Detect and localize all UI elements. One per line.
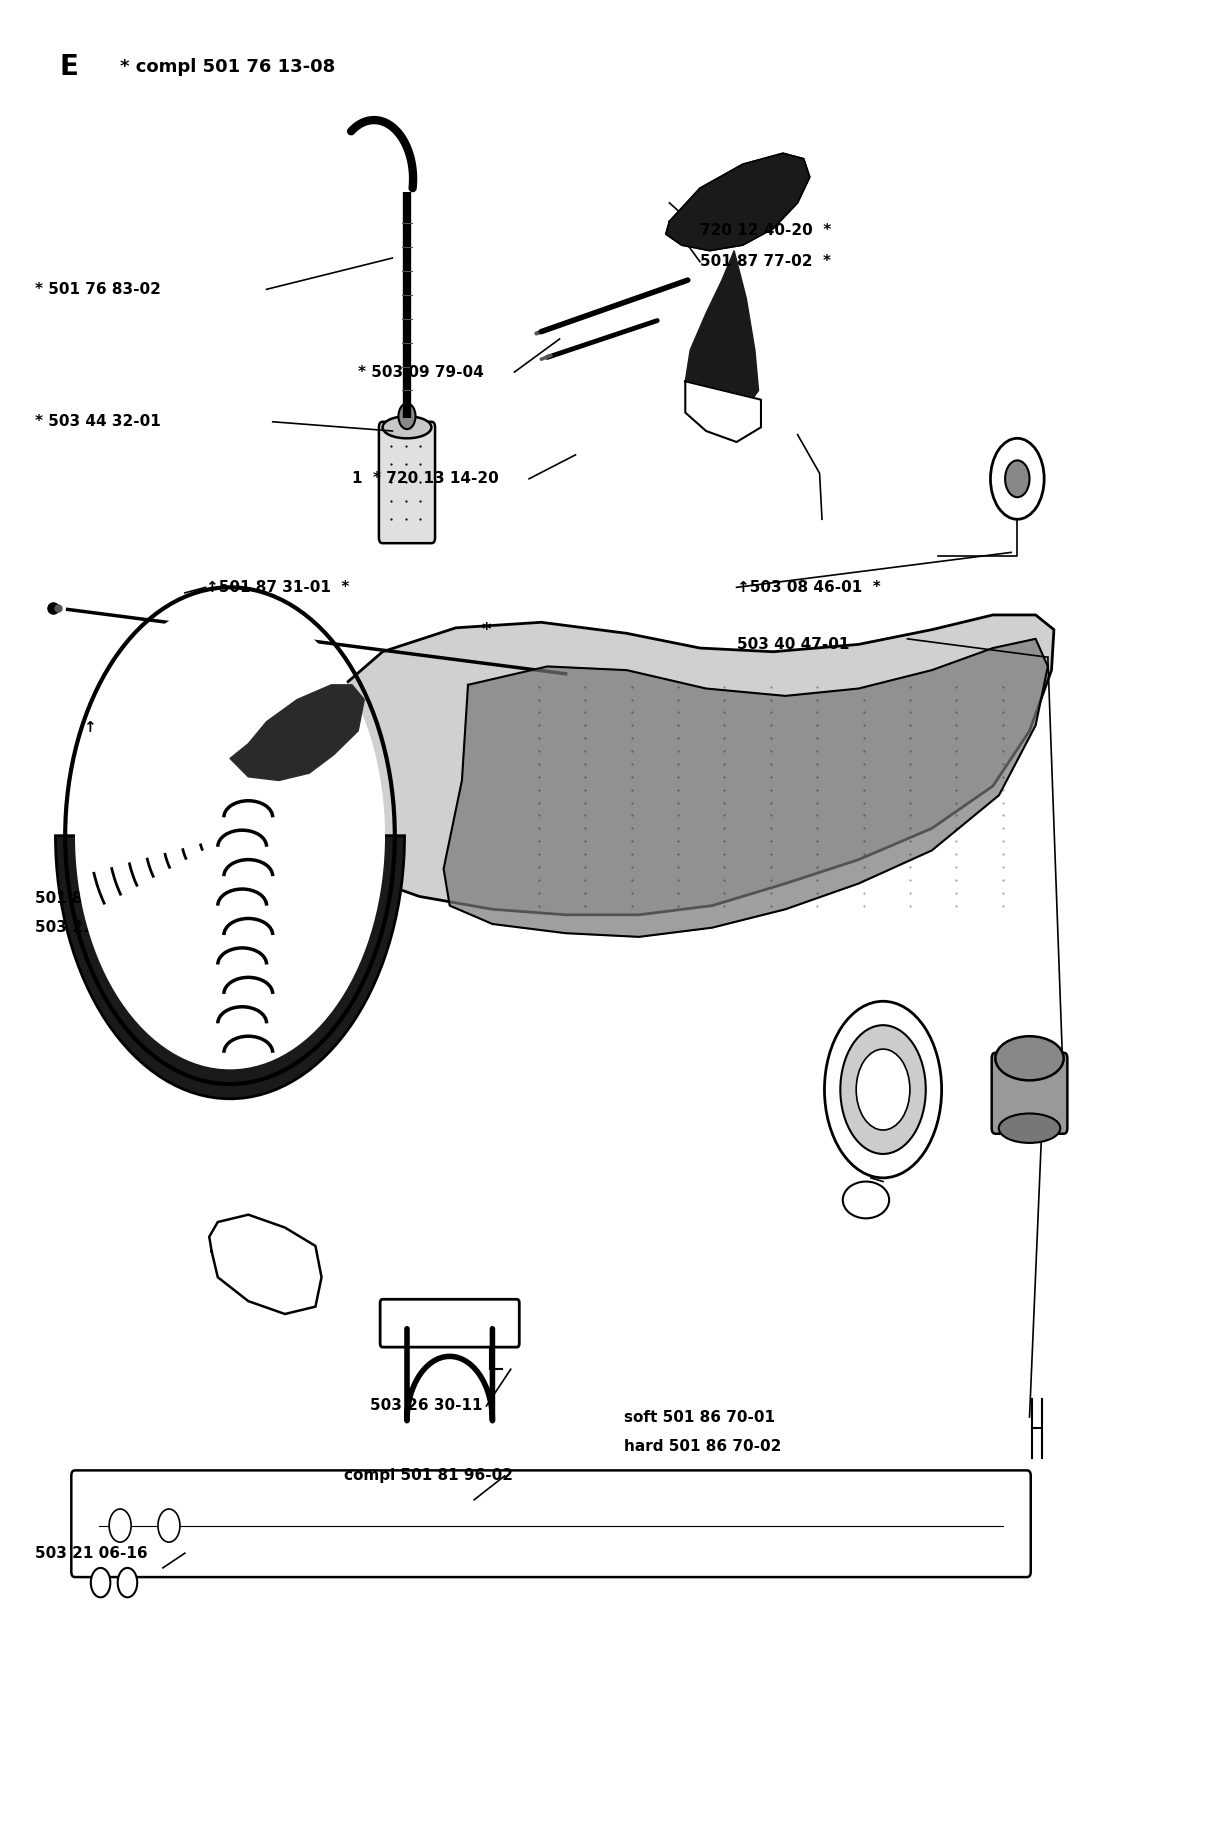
Wedge shape [55, 835, 404, 1100]
Text: * compl 501 76 13-08: * compl 501 76 13-08 [120, 57, 336, 76]
Circle shape [841, 1026, 925, 1153]
Polygon shape [686, 251, 758, 418]
Circle shape [398, 403, 415, 429]
Text: 503 26 30-11: 503 26 30-11 [370, 1399, 483, 1414]
Polygon shape [444, 639, 1048, 937]
Polygon shape [304, 615, 1054, 915]
Text: ↑501 87 29-07: ↑501 87 29-07 [84, 719, 209, 736]
Circle shape [91, 1567, 111, 1597]
Text: 720 12 40-20  *: 720 12 40-20 * [701, 224, 831, 238]
Text: hard 501 86 70-02: hard 501 86 70-02 [624, 1440, 782, 1454]
Text: compl 501 81 96-02: compl 501 81 96-02 [344, 1469, 512, 1484]
FancyBboxPatch shape [71, 1471, 1031, 1576]
Circle shape [75, 602, 385, 1070]
Ellipse shape [999, 1114, 1061, 1142]
Text: 503 21 06-25: 503 21 06-25 [34, 920, 147, 935]
Text: *: * [482, 621, 492, 639]
Circle shape [118, 1567, 138, 1597]
Circle shape [991, 438, 1045, 519]
Text: ↑501 87 31-01  *: ↑501 87 31-01 * [205, 580, 349, 595]
Ellipse shape [382, 416, 431, 438]
Circle shape [1005, 460, 1030, 497]
Polygon shape [230, 686, 364, 780]
Text: E: E [59, 54, 77, 81]
Text: 1  * 720 13 14-20: 1 * 720 13 14-20 [351, 471, 499, 486]
Text: ↑503 08 46-01  *: ↑503 08 46-01 * [736, 580, 880, 595]
Text: 501 87 77-02  *: 501 87 77-02 * [701, 255, 831, 270]
Circle shape [159, 1510, 179, 1541]
Circle shape [825, 1002, 941, 1177]
Text: 503 21 06-16: 503 21 06-16 [34, 1545, 147, 1562]
FancyBboxPatch shape [380, 1299, 520, 1347]
Text: 501 86 72-02: 501 86 72-02 [34, 891, 147, 906]
Text: * 501 76 83-02: * 501 76 83-02 [34, 281, 161, 298]
FancyBboxPatch shape [379, 421, 435, 543]
Text: 503 40 47-01: 503 40 47-01 [736, 638, 849, 652]
Circle shape [857, 1050, 909, 1129]
Circle shape [109, 1510, 132, 1541]
Polygon shape [209, 1214, 322, 1314]
Text: * 503 44 32-01: * 503 44 32-01 [34, 414, 161, 429]
FancyBboxPatch shape [992, 1053, 1067, 1133]
Polygon shape [686, 381, 761, 442]
Text: * 503 09 79-04: * 503 09 79-04 [358, 364, 484, 379]
Text: soft 501 86 70-01: soft 501 86 70-01 [624, 1410, 775, 1425]
Polygon shape [666, 153, 810, 251]
Ellipse shape [995, 1037, 1064, 1081]
